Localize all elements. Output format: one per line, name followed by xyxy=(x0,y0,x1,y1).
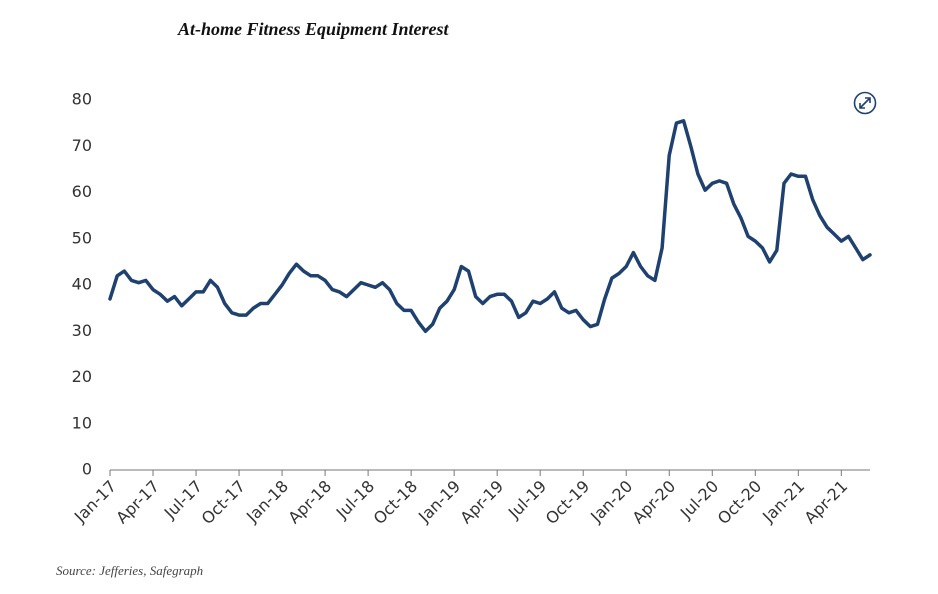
y-tick-label: 20 xyxy=(72,367,92,386)
x-tick-label: Oct-17 xyxy=(198,477,249,528)
x-tick-label: Jan-19 xyxy=(414,477,464,527)
y-tick-label: 70 xyxy=(72,136,92,155)
y-tick-label: 30 xyxy=(72,321,92,340)
x-tick-label: Apr-19 xyxy=(456,477,507,528)
x-tick-label: Apr-21 xyxy=(801,477,852,528)
x-tick-label: Apr-18 xyxy=(284,477,335,528)
source-note: Source: Jefferies, Safegraph xyxy=(56,563,203,578)
x-tick-label: Jan-21 xyxy=(758,477,808,527)
x-tick-label: Jan-20 xyxy=(586,477,636,527)
x-tick-label: Oct-20 xyxy=(714,477,765,528)
y-tick-label: 60 xyxy=(72,182,92,201)
x-tick-label: Apr-20 xyxy=(628,477,679,528)
line-series xyxy=(108,119,872,334)
y-tick-label: 10 xyxy=(72,413,92,432)
y-tick-label: 80 xyxy=(72,90,92,109)
expand-icon[interactable] xyxy=(853,91,877,115)
y-tick-label: 50 xyxy=(72,228,92,247)
y-tick-label: 40 xyxy=(72,275,92,294)
x-tick-label: Oct-19 xyxy=(542,477,593,528)
chart-title: At-home Fitness Equipment Interest xyxy=(177,19,450,39)
y-tick-label: 0 xyxy=(82,460,92,479)
x-tick-label: Oct-18 xyxy=(370,477,421,528)
x-tick-label: Jan-18 xyxy=(242,477,292,527)
x-tick-label: Jan-17 xyxy=(70,477,120,527)
x-tick-label: Apr-17 xyxy=(112,477,163,528)
